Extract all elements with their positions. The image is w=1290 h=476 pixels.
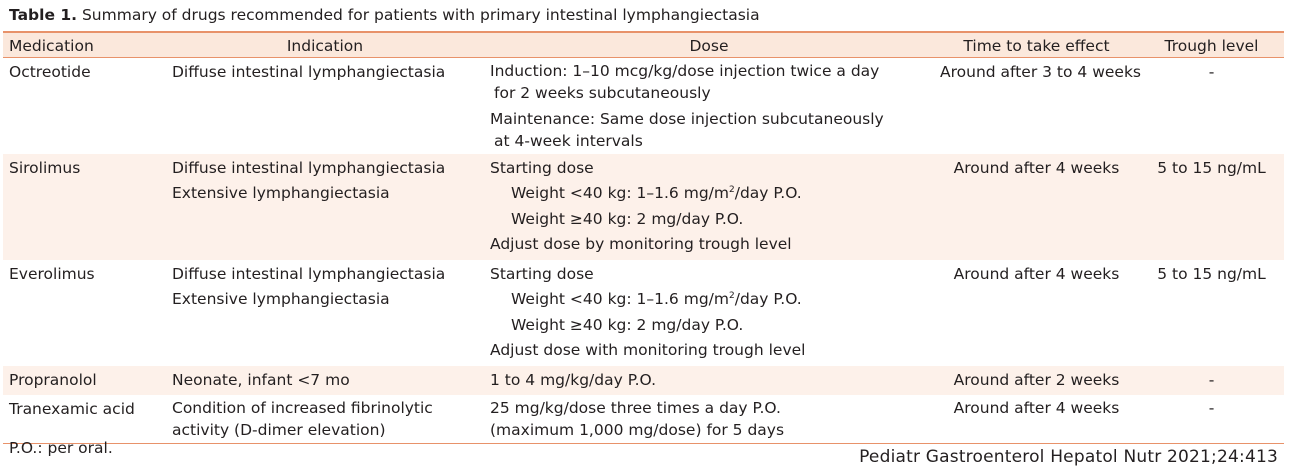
table-row-sirolimus: Sirolimus Diffuse intestinal lymphangiec… bbox=[3, 153, 1284, 260]
table-caption-label: Table 1. bbox=[9, 6, 78, 24]
cell-trough-level: - bbox=[1139, 395, 1284, 444]
dose-line: Induction: 1–10 mcg/kg/dose injection tw… bbox=[490, 61, 880, 80]
dose-line: 1 to 4 mg/kg/day P.O. bbox=[490, 370, 657, 389]
dose-maintenance: Maintenance: Same dose injection subcuta… bbox=[490, 108, 928, 152]
cell-medication: Tranexamic acid bbox=[3, 395, 166, 444]
dose-superscript: 2 bbox=[728, 291, 735, 301]
cell-dose: 1 to 4 mg/kg/day P.O. bbox=[484, 366, 934, 396]
table-caption-text: Summary of drugs recommended for patient… bbox=[77, 6, 760, 24]
header-trough-level: Trough level bbox=[1139, 31, 1284, 58]
cell-trough-level: - bbox=[1208, 370, 1215, 389]
cell-time-to-effect: Around after 4 weeks bbox=[934, 395, 1139, 444]
dose-induction: Induction: 1–10 mcg/kg/dose injection tw… bbox=[490, 60, 928, 104]
indication-line: Extensive lymphangiectasia bbox=[172, 290, 390, 308]
cell-medication: Everolimus bbox=[9, 264, 95, 283]
dose-starting: Starting dose bbox=[490, 264, 594, 283]
cell-dose: Starting dose Weight <40 kg: 1–1.6 mg/m2… bbox=[484, 154, 934, 260]
dose-line: at 4-week intervals bbox=[494, 131, 643, 150]
dose-text: Weight <40 kg: 1–1.6 mg/m bbox=[511, 290, 729, 308]
cell-trough-level: 5 to 15 ng/mL bbox=[1157, 264, 1266, 283]
cell-medication: Propranolol bbox=[9, 370, 97, 389]
table-row-propranolol: Propranolol Neonate, infant <7 mo 1 to 4… bbox=[3, 365, 1284, 396]
dose-weight-over-40: Weight ≥40 kg: 2 mg/day P.O. bbox=[511, 209, 744, 228]
header-dose: Dose bbox=[484, 31, 934, 58]
cell-trough-level: 5 to 15 ng/mL bbox=[1157, 158, 1266, 177]
table-row-octreotide: Octreotide Diffuse intestinal lymphangie… bbox=[3, 57, 1284, 154]
cell-indication: Diffuse intestinal lymphangiectasia Exte… bbox=[166, 260, 484, 366]
cell-trough-level: - bbox=[1208, 62, 1215, 81]
cell-time-to-effect: Around after 3 to 4 weeks bbox=[940, 62, 1141, 81]
header-indication: Indication bbox=[166, 31, 484, 58]
dose-text: /day P.O. bbox=[734, 290, 802, 308]
cell-dose: Starting dose Weight <40 kg: 1–1.6 mg/m2… bbox=[484, 260, 934, 366]
indication-line: Diffuse intestinal lymphangiectasia bbox=[172, 264, 446, 283]
cell-time-to-effect: Around after 4 weeks bbox=[953, 264, 1120, 283]
cell-dose: Induction: 1–10 mcg/kg/dose injection tw… bbox=[484, 57, 934, 154]
dose-weight-under-40: Weight <40 kg: 1–1.6 mg/m2/day P.O. bbox=[490, 287, 928, 313]
header-medication: Medication bbox=[3, 31, 166, 58]
dose-adjust: Adjust dose with monitoring trough level bbox=[490, 341, 806, 359]
dose-line: (maximum 1,000 mg/dose) for 5 days bbox=[490, 421, 785, 439]
dose-text: Weight <40 kg: 1–1.6 mg/m bbox=[511, 184, 729, 202]
dose-line: 25 mg/kg/dose three times a day P.O. bbox=[490, 399, 781, 417]
dose-line: Maintenance: Same dose injection subcuta… bbox=[490, 109, 884, 128]
indication-line: Diffuse intestinal lymphangiectasia bbox=[172, 62, 446, 81]
dose-starting: Starting dose bbox=[490, 158, 594, 177]
cell-time-to-effect: Around after 4 weeks bbox=[953, 158, 1120, 177]
cell-indication: Neonate, infant <7 mo bbox=[166, 366, 484, 396]
dose-line: for 2 weeks subcutaneously bbox=[494, 83, 711, 102]
dose-text: /day P.O. bbox=[734, 184, 802, 202]
indication-line: Neonate, infant <7 mo bbox=[172, 370, 350, 389]
dose-weight-under-40: Weight <40 kg: 1–1.6 mg/m2/day P.O. bbox=[490, 181, 928, 207]
drug-table: Medication Indication Dose Time to take … bbox=[3, 31, 1284, 444]
indication-line: Condition of increased fibrinolytic bbox=[172, 399, 433, 417]
indication-line: activity (D-dimer elevation) bbox=[172, 421, 386, 439]
cell-dose: 25 mg/kg/dose three times a day P.O. (ma… bbox=[484, 395, 934, 444]
header-time-to-effect: Time to take effect bbox=[934, 31, 1139, 58]
cell-indication: Condition of increased fibrinolytic acti… bbox=[166, 395, 484, 444]
cell-indication: Diffuse intestinal lymphangiectasia bbox=[166, 57, 484, 154]
journal-citation: Pediatr Gastroenterol Hepatol Nutr 2021;… bbox=[859, 447, 1278, 467]
dose-superscript: 2 bbox=[728, 185, 735, 195]
indication-line: Extensive lymphangiectasia bbox=[172, 184, 390, 202]
cell-time-to-effect: Around after 2 weeks bbox=[953, 370, 1120, 389]
dose-adjust: Adjust dose by monitoring trough level bbox=[490, 235, 792, 253]
cell-medication: Octreotide bbox=[9, 62, 91, 81]
dose-weight-over-40: Weight ≥40 kg: 2 mg/day P.O. bbox=[511, 315, 744, 334]
table-row-tranexamic-acid: Tranexamic acid Condition of increased f… bbox=[3, 395, 1284, 444]
table-caption: Table 1. Summary of drugs recommended fo… bbox=[9, 5, 760, 25]
table-row-everolimus: Everolimus Diffuse intestinal lymphangie… bbox=[3, 260, 1284, 366]
cell-indication: Diffuse intestinal lymphangiectasia Exte… bbox=[166, 154, 484, 260]
cell-medication: Sirolimus bbox=[9, 158, 81, 177]
table-footnote: P.O.: per oral. bbox=[9, 439, 113, 457]
indication-line: Diffuse intestinal lymphangiectasia bbox=[172, 158, 446, 177]
table-header-row: Medication Indication Dose Time to take … bbox=[3, 31, 1284, 58]
